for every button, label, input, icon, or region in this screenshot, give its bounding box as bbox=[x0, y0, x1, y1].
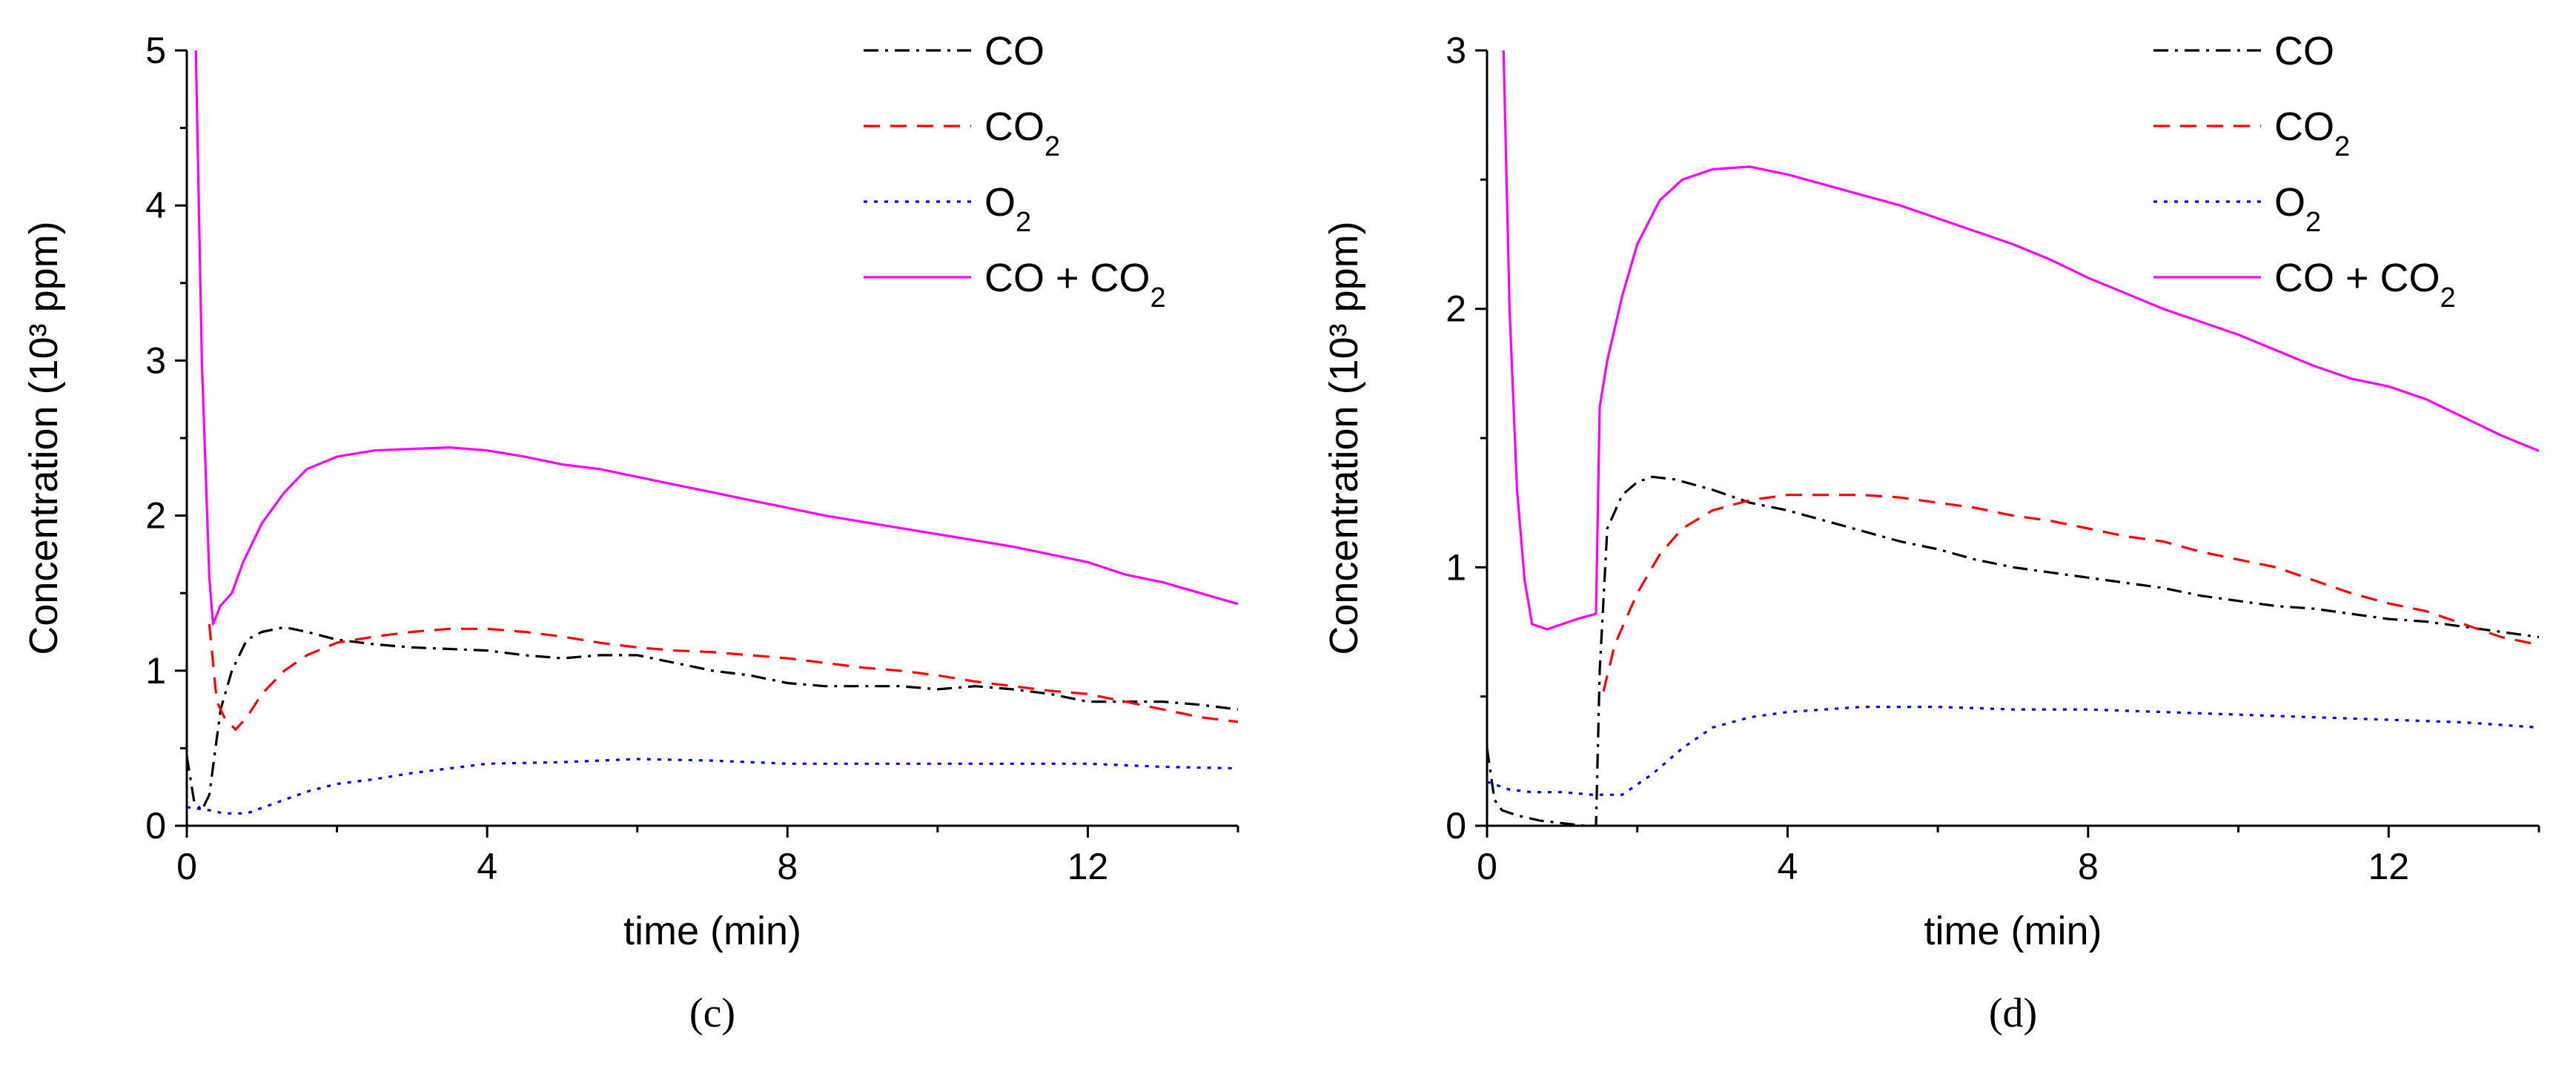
series-line-co-co2 bbox=[194, 50, 1238, 626]
legend-subscript: 2 bbox=[1044, 131, 1060, 162]
y-tick-label: 3 bbox=[145, 339, 166, 381]
y-tick-label: 4 bbox=[145, 185, 166, 226]
x-axis-title: time (min) bbox=[1924, 909, 2102, 953]
x-tick-label: 0 bbox=[176, 846, 197, 887]
panel-caption: (c) bbox=[689, 990, 735, 1036]
x-tick-label: 4 bbox=[1778, 846, 1798, 887]
legend-subscript: 2 bbox=[2305, 207, 2321, 238]
series-line-co-co2 bbox=[1502, 50, 2539, 631]
legend-label: CO + CO2 bbox=[2274, 256, 2456, 314]
legend-label: O2 bbox=[2274, 180, 2321, 238]
legend-label: CO2 bbox=[2274, 105, 2350, 162]
series-line-o2 bbox=[1487, 706, 2539, 796]
x-tick-label: 12 bbox=[2368, 846, 2409, 887]
legend-label: CO bbox=[2274, 29, 2334, 73]
series-line-co bbox=[1487, 475, 2539, 826]
y-tick-label: 2 bbox=[145, 495, 166, 537]
legend-subscript: 2 bbox=[2440, 282, 2456, 314]
legend-label: CO2 bbox=[984, 105, 1060, 162]
y-tick-label: 0 bbox=[145, 805, 166, 847]
y-axis-title: Concentration (10³ ppm) bbox=[21, 221, 66, 655]
y-tick-label: 5 bbox=[145, 30, 166, 71]
y-tick-label: 2 bbox=[1446, 288, 1466, 330]
legend-subscript: 2 bbox=[2334, 131, 2350, 162]
y-axis-title: Concentration (10³ ppm) bbox=[1322, 221, 1366, 655]
panel-caption: (d) bbox=[1989, 990, 2037, 1036]
series-line-co2 bbox=[208, 623, 1238, 731]
legend-subscript: 2 bbox=[1150, 282, 1166, 314]
x-tick-label: 8 bbox=[2078, 846, 2099, 887]
series-line-co bbox=[187, 626, 1238, 812]
legend-subscript: 2 bbox=[1016, 207, 1031, 238]
x-tick-label: 0 bbox=[1477, 846, 1497, 887]
x-tick-label: 4 bbox=[477, 846, 497, 887]
series-line-o2 bbox=[187, 758, 1238, 815]
x-tick-label: 8 bbox=[777, 846, 798, 887]
y-tick-label: 0 bbox=[1446, 805, 1466, 847]
y-tick-label: 3 bbox=[1446, 30, 1466, 71]
legend-label: CO + CO2 bbox=[984, 256, 1166, 314]
x-tick-label: 12 bbox=[1067, 846, 1109, 887]
series-line-co2 bbox=[1602, 494, 2539, 692]
y-tick-label: 1 bbox=[145, 650, 166, 692]
legend-label: CO bbox=[984, 29, 1044, 73]
x-axis-title: time (min) bbox=[623, 909, 801, 953]
y-tick-label: 1 bbox=[1446, 546, 1466, 588]
legend-label: O2 bbox=[984, 180, 1031, 238]
